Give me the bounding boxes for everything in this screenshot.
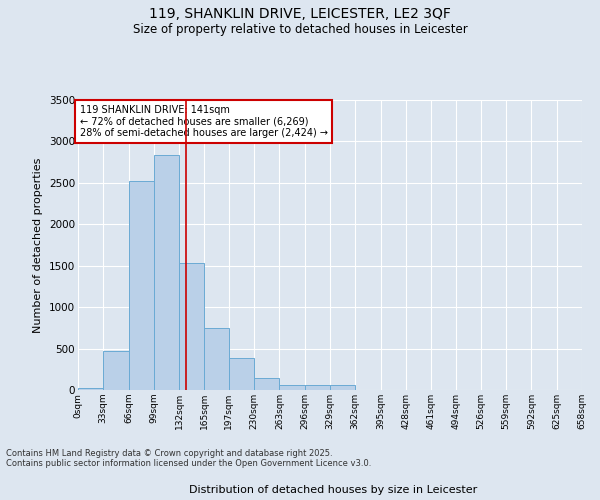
Bar — [229, 358, 254, 390]
Text: Size of property relative to detached houses in Leicester: Size of property relative to detached ho… — [133, 22, 467, 36]
Text: 119, SHANKLIN DRIVE, LEICESTER, LE2 3QF: 119, SHANKLIN DRIVE, LEICESTER, LE2 3QF — [149, 8, 451, 22]
Bar — [330, 386, 355, 390]
Bar — [154, 154, 179, 390]
Text: Contains public sector information licensed under the Open Government Licence v3: Contains public sector information licen… — [6, 458, 371, 468]
Bar — [103, 351, 128, 390]
Bar — [254, 378, 280, 390]
Bar — [78, 388, 103, 390]
Text: Distribution of detached houses by size in Leicester: Distribution of detached houses by size … — [189, 485, 477, 495]
Text: 119 SHANKLIN DRIVE: 141sqm
← 72% of detached houses are smaller (6,269)
28% of s: 119 SHANKLIN DRIVE: 141sqm ← 72% of deta… — [80, 105, 328, 138]
Text: Contains HM Land Registry data © Crown copyright and database right 2025.: Contains HM Land Registry data © Crown c… — [6, 448, 332, 458]
Bar — [128, 181, 154, 390]
Bar — [305, 386, 330, 390]
Bar — [280, 384, 305, 390]
Bar — [179, 263, 205, 390]
Bar — [205, 328, 229, 390]
Y-axis label: Number of detached properties: Number of detached properties — [34, 158, 43, 332]
